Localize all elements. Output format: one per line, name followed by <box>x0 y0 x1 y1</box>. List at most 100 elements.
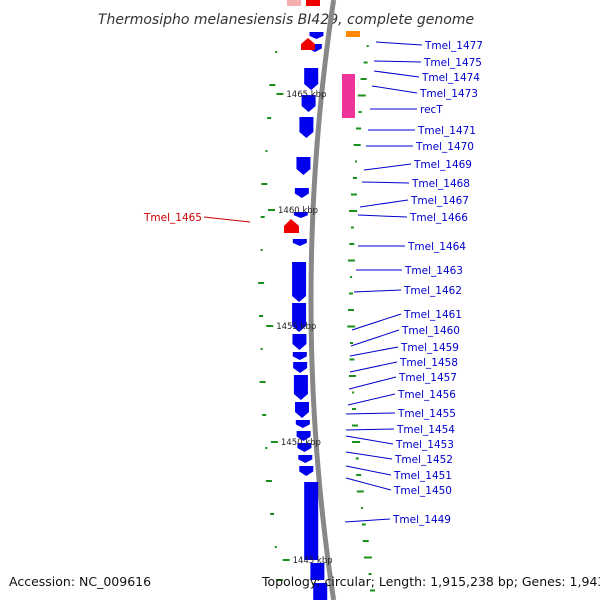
cds-feature <box>299 466 314 476</box>
leader-line <box>361 181 410 184</box>
tick-label: 1455 kbp <box>276 322 316 332</box>
gc-tick <box>269 84 276 86</box>
gene-label-tmel_1465: Tmel_1465 <box>143 212 202 224</box>
gc-tick <box>358 111 362 113</box>
gc-tick <box>274 546 277 548</box>
gc-tick <box>350 193 357 196</box>
gc-tick <box>265 480 272 482</box>
gc-tick <box>363 556 372 559</box>
cds-feature <box>293 362 308 373</box>
gene-label-tmel_1449: Tmel_1449 <box>392 514 451 526</box>
gc-tick <box>355 160 357 163</box>
gene-label-tmel_1471: Tmel_1471 <box>417 125 476 137</box>
backbone-ring <box>308 0 337 600</box>
leader-line <box>357 214 408 218</box>
gc-tick <box>356 474 362 476</box>
cds-feature <box>298 455 313 463</box>
gc-tick <box>350 342 353 344</box>
tick-mark <box>268 209 275 211</box>
leader-line <box>345 477 392 491</box>
cds-feature <box>295 402 310 418</box>
gc-tick <box>361 507 363 509</box>
tick-mark <box>276 93 284 95</box>
tick-mark <box>270 441 278 443</box>
cds-feature <box>296 431 311 441</box>
gc-tick <box>362 540 369 542</box>
map-title: Thermosipho melanesiensis BI429, complet… <box>98 12 474 28</box>
leader-line <box>347 393 396 406</box>
gc-tick <box>352 424 358 427</box>
gc-tick <box>275 51 278 53</box>
feature-ring <box>284 0 360 600</box>
gc-tick <box>356 127 362 130</box>
gene-label-tmel_1458: Tmel_1458 <box>399 357 458 369</box>
gc-tick <box>265 150 268 152</box>
leader-line <box>349 361 398 373</box>
gene-label-tmel_1451: Tmel_1451 <box>393 470 452 482</box>
gc-tick <box>348 375 356 377</box>
tick-marks: 1465 kbp 1460 kbp 1455 kbp 1450 kbp 1445 kbp <box>266 90 333 566</box>
gene-label-tmel_1469: Tmel_1469 <box>413 159 472 171</box>
rna-feature <box>301 38 315 50</box>
cds-feature <box>294 188 309 198</box>
cds-feature <box>309 32 324 39</box>
gc-content-ring <box>258 45 375 592</box>
leader-line <box>371 85 418 94</box>
leader-line <box>353 289 402 293</box>
leader-line <box>344 518 391 523</box>
gene-label-tmel_1462: Tmel_1462 <box>403 285 462 297</box>
gc-tick <box>260 348 263 350</box>
tick-label: 1450 kbp <box>281 438 321 448</box>
gene-label-tmel_1457: Tmel_1457 <box>398 372 457 384</box>
tick-label: 1445 kbp <box>293 556 333 566</box>
cds-feature <box>292 334 307 350</box>
gc-tick <box>355 457 359 460</box>
leader-line <box>350 329 400 347</box>
gc-tick <box>259 315 264 317</box>
gene-label-tmel_1470: Tmel_1470 <box>415 141 474 153</box>
gc-tick <box>352 408 356 410</box>
gc-tick <box>350 276 353 278</box>
gene-label-tmel_1475: Tmel_1475 <box>423 57 482 69</box>
gene-label-tmel_1477: Tmel_1477 <box>424 40 483 52</box>
top-feature <box>287 0 301 6</box>
gene-label-tmel_1474: Tmel_1474 <box>421 72 480 84</box>
leader-line <box>349 346 399 357</box>
gc-tick <box>356 490 364 493</box>
gene-label-tmel_1468: Tmel_1468 <box>411 178 470 190</box>
gc-tick <box>258 282 265 284</box>
gc-tick <box>267 117 272 119</box>
gc-tick <box>360 78 367 80</box>
leader-line <box>345 435 394 445</box>
gc-tick <box>350 226 354 229</box>
leader-line <box>348 376 397 390</box>
tick-mark <box>282 559 290 561</box>
cds-feature <box>292 352 307 360</box>
cds-feature <box>293 212 308 218</box>
gene-labels: Tmel_1477 Tmel_1475 Tmel_1474 Tmel_1473 recT… <box>143 40 483 526</box>
leader-line <box>375 41 423 46</box>
gene-label-tmel_1467: Tmel_1467 <box>410 195 469 207</box>
cds-feature <box>310 563 325 580</box>
gc-tick <box>265 447 268 449</box>
gene-label-tmel_1466: Tmel_1466 <box>409 212 468 224</box>
gc-tick <box>259 381 266 383</box>
gc-tick <box>348 309 354 311</box>
tick-mark <box>266 325 274 327</box>
leader-line <box>359 199 409 208</box>
leader-line <box>345 412 396 415</box>
gene-label-tmel_1460: Tmel_1460 <box>401 325 460 337</box>
cds-feature <box>301 95 316 112</box>
gc-tick <box>349 243 355 245</box>
gc-tick <box>357 94 366 97</box>
cds-feature <box>293 375 308 400</box>
gc-tick <box>370 589 375 592</box>
leader-line <box>203 216 251 223</box>
cds-feature <box>292 262 307 302</box>
gc-tick <box>366 45 369 47</box>
gene-label-tmel_1452: Tmel_1452 <box>394 454 453 466</box>
gene-label-tmel_1473: Tmel_1473 <box>419 88 478 100</box>
gc-tick <box>262 414 267 416</box>
